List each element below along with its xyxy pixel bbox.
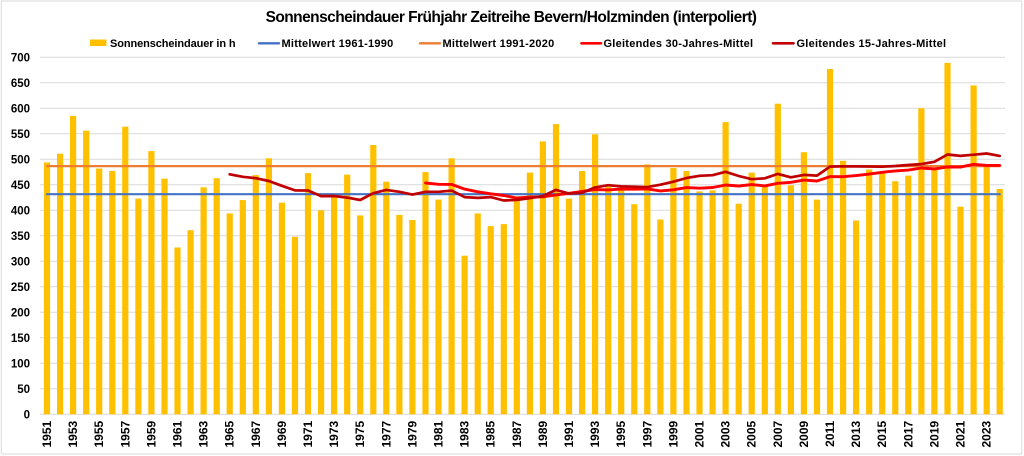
svg-text:2007: 2007 — [771, 420, 785, 447]
svg-text:550: 550 — [11, 129, 30, 141]
svg-text:1999: 1999 — [666, 420, 680, 447]
svg-text:1969: 1969 — [275, 420, 289, 447]
svg-text:1987: 1987 — [510, 420, 524, 447]
svg-text:1979: 1979 — [405, 420, 419, 447]
svg-text:2015: 2015 — [875, 420, 889, 447]
svg-text:Gleitendes 30-Jahres-Mittel: Gleitendes 30-Jahres-Mittel — [604, 38, 754, 50]
svg-text:0: 0 — [24, 410, 30, 422]
svg-text:1971: 1971 — [301, 420, 315, 447]
svg-text:2021: 2021 — [954, 420, 968, 447]
svg-text:1989: 1989 — [536, 420, 550, 447]
svg-text:450: 450 — [11, 180, 30, 192]
svg-text:1965: 1965 — [223, 420, 237, 447]
svg-text:1977: 1977 — [379, 420, 393, 447]
svg-text:1981: 1981 — [432, 420, 446, 447]
svg-text:1985: 1985 — [484, 420, 498, 447]
svg-text:1953: 1953 — [66, 420, 80, 447]
svg-text:Mittelwert 1991-2020: Mittelwert 1991-2020 — [443, 38, 555, 50]
svg-text:2023: 2023 — [980, 420, 994, 447]
svg-text:1963: 1963 — [197, 420, 211, 447]
svg-text:100: 100 — [11, 359, 30, 371]
svg-text:2009: 2009 — [797, 420, 811, 447]
svg-text:2001: 2001 — [693, 420, 707, 447]
svg-text:2013: 2013 — [849, 420, 863, 447]
svg-text:400: 400 — [11, 206, 30, 218]
svg-text:Sonnenscheindauer Frühjahr Zei: Sonnenscheindauer Frühjahr Zeitreihe Bev… — [266, 9, 757, 26]
svg-text:350: 350 — [11, 231, 30, 243]
svg-text:1951: 1951 — [40, 420, 54, 447]
svg-text:1975: 1975 — [353, 420, 367, 447]
svg-text:150: 150 — [11, 333, 30, 345]
svg-text:250: 250 — [11, 282, 30, 294]
svg-text:1983: 1983 — [458, 420, 472, 447]
svg-text:Sonnenscheindauer in h: Sonnenscheindauer in h — [110, 38, 236, 50]
svg-text:2017: 2017 — [901, 420, 915, 447]
svg-text:Gleitendes 15-Jahres-Mittel: Gleitendes 15-Jahres-Mittel — [797, 38, 947, 50]
svg-text:Mittelwert 1961-1990: Mittelwert 1961-1990 — [282, 38, 394, 50]
svg-text:1955: 1955 — [92, 420, 106, 447]
svg-text:2005: 2005 — [745, 420, 759, 447]
svg-text:650: 650 — [11, 78, 30, 90]
svg-text:2011: 2011 — [823, 420, 837, 446]
svg-text:1959: 1959 — [144, 420, 158, 447]
svg-text:200: 200 — [11, 308, 30, 320]
svg-text:500: 500 — [11, 155, 30, 167]
svg-text:1973: 1973 — [327, 420, 341, 447]
svg-text:1991: 1991 — [562, 420, 576, 447]
svg-text:2003: 2003 — [719, 420, 733, 447]
svg-text:2019: 2019 — [927, 420, 941, 447]
svg-text:1957: 1957 — [118, 420, 132, 447]
svg-text:1997: 1997 — [640, 420, 654, 447]
svg-text:700: 700 — [11, 53, 30, 65]
svg-text:1967: 1967 — [249, 420, 263, 447]
svg-text:1993: 1993 — [588, 420, 602, 447]
svg-text:300: 300 — [11, 257, 30, 269]
svg-text:600: 600 — [11, 104, 30, 116]
svg-text:1995: 1995 — [614, 420, 628, 447]
svg-text:1961: 1961 — [171, 420, 185, 447]
svg-text:50: 50 — [17, 384, 30, 396]
